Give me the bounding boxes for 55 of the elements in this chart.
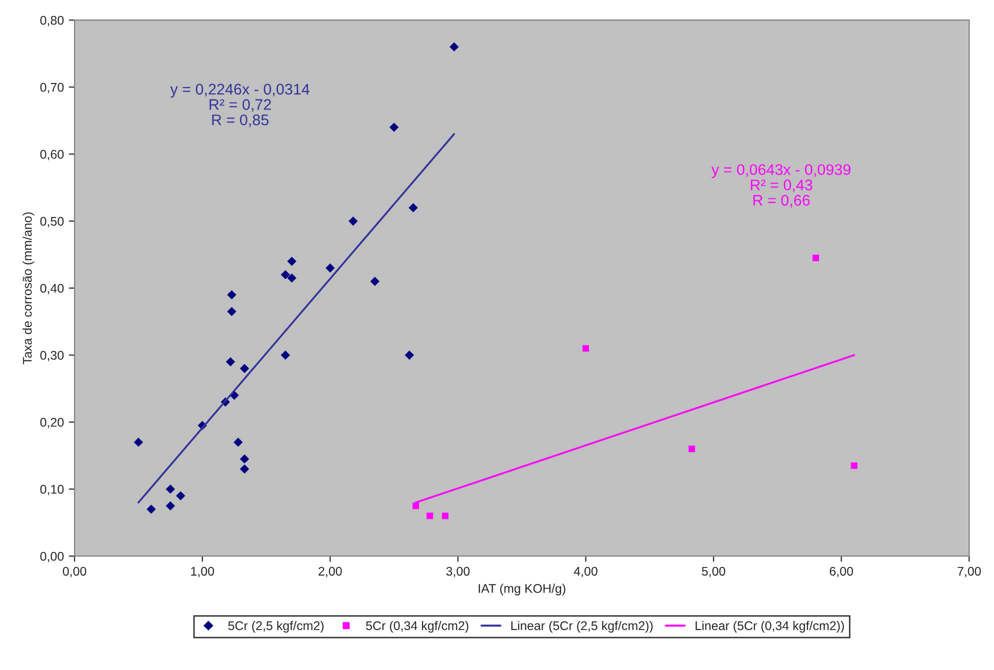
point [812,254,820,262]
x-axis-title: IAT (mg KOH/g) [478,584,566,596]
x-tick-label: 2,00 [318,566,342,578]
annotation: y = 0,0643x - 0,0939 R² = 0,43 R = 0,66 [711,164,850,208]
point [234,438,243,447]
point [412,502,420,510]
point [442,512,448,520]
x-tick-label: 0,00 [62,566,86,578]
point [450,42,459,52]
point [166,501,176,510]
y-axis-title: Taxa de corrosão (mm/ano) [22,212,34,364]
point [404,350,414,360]
point [348,216,358,226]
point [240,364,250,374]
y-tick-label: 0,10 [40,484,64,496]
y-tick-label: 0,60 [40,150,64,160]
x-tick-label: 7,00 [958,566,981,578]
point [389,122,399,132]
y-tick-label: 0,00 [40,552,64,562]
x-tick-label: 3,00 [446,566,470,578]
point [146,504,156,514]
legend-label: 5Cr (2,5 kgf/cm2) [228,620,324,633]
point [326,263,335,273]
y-tick-label: 0,20 [40,418,64,428]
point [227,306,236,316]
point [240,464,250,474]
point [408,203,418,212]
point [134,438,144,447]
y-tick-label: 0,80 [40,16,64,26]
point [280,270,290,280]
point [240,454,250,464]
x-tick-label: 5,00 [702,566,726,578]
legend-label: Linear (5Cr (0,34 kgf/cm2)) [696,620,844,633]
point [370,276,380,286]
point [850,462,858,469]
point [582,345,590,352]
y-tick-label: 0,40 [40,284,64,294]
point [287,256,296,266]
point [688,446,696,452]
legend-label: 5Cr (0,34 kgf/cm2) [366,620,468,633]
point [226,357,236,366]
point [287,273,296,283]
point [166,484,176,494]
x-tick-label: 6,00 [830,566,854,578]
point [426,512,434,520]
y-tick-label: 0,50 [40,216,64,228]
point [280,350,290,360]
point [227,290,236,300]
annotation: y = 0,2246x - 0,0314 R² = 0,72 R = 0,85 [170,84,310,128]
legend-label: Linear (5Cr (2,5 kgf/cm2)) [511,620,653,633]
point [176,491,186,500]
y-tick-label: 0,30 [40,350,64,362]
x-tick-label: 1,00 [191,566,214,578]
y-tick-label: 0,70 [40,82,64,94]
x-tick-label: 4,00 [574,566,598,578]
